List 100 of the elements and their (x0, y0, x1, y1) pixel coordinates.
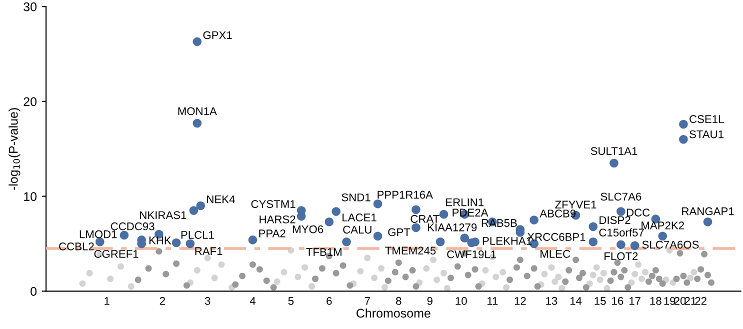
data-label: TMEM245 (385, 246, 436, 255)
point (357, 268, 364, 274)
point (332, 207, 340, 216)
data-label: ERLIN1 (446, 198, 484, 206)
data-label: MAP2K2 (642, 222, 684, 230)
point (79, 280, 86, 287)
data-label: MYO6 (293, 225, 324, 234)
point (274, 278, 280, 285)
point (196, 201, 206, 210)
data-label: KHK (149, 236, 172, 244)
point (440, 270, 448, 276)
point (460, 234, 470, 242)
point (381, 284, 388, 291)
point (189, 206, 198, 215)
data-label: GPT (388, 228, 410, 236)
x-tick-label: 17 (629, 297, 640, 305)
point (679, 134, 688, 144)
x-tick-label: 19 (664, 297, 676, 305)
data-label: SULT1A1 (590, 147, 638, 155)
data-label: PLCL1 (181, 230, 214, 239)
point (211, 274, 218, 282)
point (658, 232, 668, 241)
data-label: SLC7A6 (600, 192, 642, 201)
point (616, 207, 626, 216)
point (120, 230, 129, 240)
x-tick-label: 21 (684, 297, 696, 305)
point (117, 263, 124, 270)
y-tick-label: 10 (24, 192, 37, 201)
point (558, 285, 566, 292)
data-label: STAU1 (690, 130, 724, 138)
data-label: MON1A (178, 107, 217, 116)
x-tick-label: 5 (288, 297, 294, 305)
data-label: MLEC (540, 250, 570, 258)
x-tick-label: 9 (427, 297, 432, 305)
data-label: TFB1M (306, 248, 342, 256)
point (128, 283, 134, 290)
x-tick-label: 11 (487, 297, 498, 305)
point (412, 205, 420, 214)
data-label: CWF19L1 (447, 250, 496, 258)
point (548, 264, 555, 271)
point (371, 274, 378, 282)
x-tick-label: 1 (104, 297, 110, 305)
data-label: DCC (626, 208, 650, 216)
x-tick-label: 18 (650, 297, 662, 305)
point (194, 267, 200, 274)
data-label: SLC7A6OS (642, 240, 699, 249)
point (630, 241, 640, 250)
point (482, 267, 489, 274)
data-label: PPP1R16A (378, 190, 433, 199)
data-label: SND1 (342, 193, 370, 202)
x-tick-label: 8 (396, 297, 402, 305)
point (186, 239, 195, 248)
point (600, 270, 607, 276)
x-tick-label: 3 (204, 297, 210, 305)
x-tick-label: 15 (594, 297, 606, 305)
point (687, 274, 694, 282)
point (373, 232, 382, 241)
point (412, 223, 420, 232)
data-label: RANGAP1 (682, 207, 734, 216)
data-label: GPX1 (203, 31, 232, 40)
data-label: NEK4 (207, 195, 235, 204)
x-tick-label: 16 (612, 297, 624, 305)
point (500, 268, 506, 276)
point (635, 261, 642, 268)
y-tick-label: 30 (24, 2, 37, 12)
data-label: C15orf57 (599, 228, 644, 236)
point (204, 254, 211, 262)
data-label: FLOT2 (604, 252, 638, 260)
x-tick-label: 12 (514, 297, 526, 305)
y-axis-title: -log$_{10}$(P-value) (8, 108, 20, 190)
data-label: DISP2 (600, 216, 630, 224)
point (690, 268, 698, 276)
point (294, 274, 302, 280)
x-tick-label: 13 (546, 297, 558, 305)
data-label: RAF1 (195, 247, 222, 255)
x-tick-label: 10 (456, 297, 467, 305)
point (436, 237, 445, 246)
point (590, 272, 596, 278)
point (280, 268, 288, 276)
point (308, 283, 316, 290)
data-label: CSE1L (690, 115, 724, 124)
point (439, 210, 448, 219)
data-label: LACE1 (342, 214, 376, 222)
point (302, 264, 308, 271)
point (588, 222, 598, 232)
point (430, 256, 437, 264)
point (248, 236, 258, 244)
point (541, 270, 548, 278)
data-label: CYSTM1 (251, 200, 296, 208)
data-label: HARS2 (260, 216, 296, 224)
point (610, 158, 618, 168)
data-label: CCBL2 (59, 242, 94, 250)
point (378, 265, 385, 272)
point (588, 237, 598, 246)
data-label: CRAT (410, 214, 440, 223)
x-tick-label: 7 (364, 297, 370, 305)
x-tick-label: 6 (326, 297, 332, 305)
x-axis-title: Chromosome (356, 308, 430, 318)
y-tick-label: 20 (24, 97, 37, 106)
data-label: ZFYVE1 (555, 200, 596, 208)
